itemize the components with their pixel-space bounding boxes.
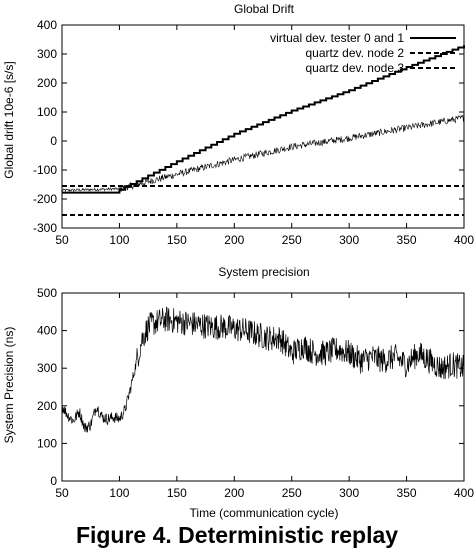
- chart2-ytick-label: 200: [37, 399, 57, 413]
- chart1-xtick-label: 200: [224, 233, 244, 247]
- chart1-frame: [61, 24, 465, 229]
- chart2-xtick-label: 400: [454, 486, 474, 500]
- global-drift-chart: Global Drift Global drift 10e-6 [s/s] 50…: [2, 2, 474, 247]
- chart1-xtick-label: 350: [397, 233, 417, 247]
- chart1-legend-label: quartz dev. node 3: [305, 61, 404, 75]
- chart1-ytick-label: 0: [50, 134, 57, 148]
- chart1-xtick-label: 50: [55, 233, 69, 247]
- chart1-xtick-label: 250: [282, 233, 302, 247]
- chart1-ylabel: Global drift 10e-6 [s/s]: [2, 61, 16, 178]
- chart2-xtick-label: 300: [339, 486, 359, 500]
- chart1-series-virtual-dev-step: [62, 45, 465, 194]
- chart1-title: Global Drift: [234, 2, 295, 16]
- chart1-legend-label: quartz dev. node 2: [305, 46, 404, 60]
- chart2-ytick-label: 100: [37, 436, 57, 450]
- chart2-xtick-label: 150: [167, 486, 187, 500]
- chart2-xtick-label: 250: [282, 486, 302, 500]
- chart1-xtick-label: 400: [454, 233, 474, 247]
- chart2-ytick-label: 0: [50, 474, 57, 488]
- chart1-ytick-label: -300: [33, 221, 57, 235]
- figure-caption: Figure 4. Deterministic replay: [75, 522, 399, 548]
- chart2-xtick-label: 50: [55, 486, 69, 500]
- system-precision-chart: System precision System Precision (ns) T…: [2, 265, 474, 520]
- chart2-series-precision: [61, 306, 465, 433]
- chart2-frame: [61, 292, 465, 482]
- chart1-xtick-label: 100: [109, 233, 129, 247]
- chart2-title: System precision: [218, 265, 309, 279]
- chart2-ytick-label: 400: [37, 324, 57, 338]
- chart2-ylabel: System Precision (ns): [2, 327, 16, 444]
- chart1-xtick-label: 300: [339, 233, 359, 247]
- chart1-series-virtual-dev-noisy: [61, 114, 464, 193]
- chart2-xtick-label: 200: [224, 486, 244, 500]
- chart1-ytick-label: 300: [37, 47, 57, 61]
- chart2-xtick-label: 350: [397, 486, 417, 500]
- chart1-ytick-label: -100: [33, 163, 57, 177]
- chart2-xlabel: Time (communication cycle): [190, 506, 339, 520]
- chart1-xtick-label: 150: [167, 233, 187, 247]
- figure: Global Drift Global drift 10e-6 [s/s] 50…: [2, 2, 474, 520]
- chart2-ytick-label: 300: [37, 361, 57, 375]
- chart1-ytick-label: -200: [33, 192, 57, 206]
- chart1-legend-label: virtual dev. tester 0 and 1: [270, 31, 404, 45]
- chart2-xtick-label: 100: [109, 486, 129, 500]
- chart1-ytick-label: 200: [37, 76, 57, 90]
- chart1-ytick-label: 100: [37, 105, 57, 119]
- chart1-ytick-label: 400: [37, 18, 57, 32]
- chart2-ytick-label: 500: [37, 286, 57, 300]
